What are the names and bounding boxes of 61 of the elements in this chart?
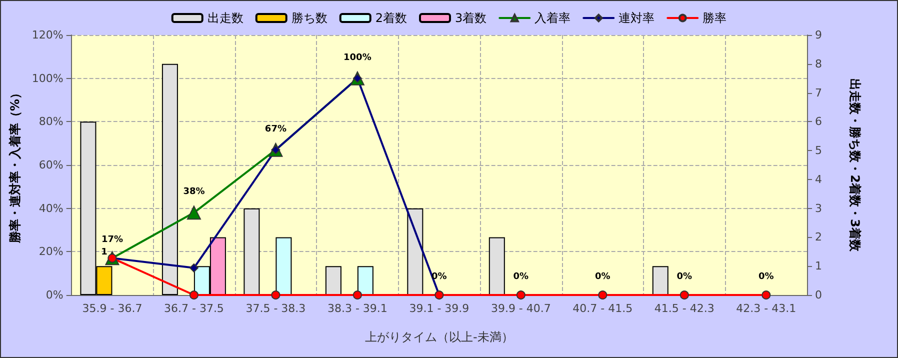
y2-tick-label: 8: [815, 57, 822, 70]
bar: [407, 208, 424, 295]
bar: [652, 266, 668, 295]
y-tick-label: 120%: [32, 28, 64, 42]
y-tick-label: 60%: [38, 158, 64, 172]
data-label: 17%: [101, 235, 123, 246]
data-label: 0%: [595, 272, 610, 282]
y2-tick-label: 9: [815, 28, 822, 42]
x-tick-label: 40.7 - 41.5: [572, 302, 633, 315]
legend-label: 勝率: [702, 11, 727, 25]
legend-label: 勝ち数: [291, 11, 328, 25]
data-label: 67%: [264, 124, 286, 134]
y2-tick-label: 0: [815, 288, 822, 302]
y2-tick-label: 4: [815, 172, 822, 186]
y2-tick-label: 3: [815, 202, 822, 215]
point: [186, 206, 201, 220]
x-tick-label: 39.9 - 40.7: [490, 302, 551, 315]
legend-label: 2着数: [375, 11, 408, 25]
x-tick-label: 41.5 - 42.3: [654, 302, 714, 315]
legend-label: 連対率: [618, 11, 655, 25]
y2-tick-label: 2: [815, 230, 822, 244]
y-tick-label: 20%: [38, 245, 64, 258]
bar: [162, 64, 178, 295]
x-tick-label: 38.3 - 39.1: [327, 302, 388, 315]
data-label: 38%: [183, 187, 205, 198]
y2-tick-label: 5: [815, 144, 822, 158]
y2-axis-title: 出走数・勝ち数・2着数・3着数: [848, 78, 862, 252]
x-tick-label: 37.5 - 38.3: [246, 302, 306, 315]
point: [680, 290, 689, 300]
data-label: 0%: [758, 272, 774, 282]
data-label: 0%: [513, 272, 529, 282]
bar: [276, 237, 292, 295]
bar: [244, 208, 260, 295]
y-axis-title: 勝率・連対率・入着率（%）: [8, 86, 22, 244]
x-tick-label: 36.7 - 37.5: [164, 302, 224, 315]
y2-tick-label: 1: [815, 260, 822, 273]
data-label: 1: [101, 248, 108, 258]
y-tick-label: 100%: [32, 72, 64, 85]
point: [271, 290, 280, 300]
x-tick-label: 39.1 - 39.9: [409, 302, 470, 315]
point: [762, 290, 771, 300]
bar: [488, 237, 505, 295]
x-tick-label: 35.9 - 36.7: [82, 302, 142, 315]
point: [352, 290, 362, 300]
x-tick-label: 42.3 - 43.1: [736, 302, 796, 315]
data-label: 0%: [676, 272, 692, 282]
point: [598, 290, 608, 300]
legend-label: 3着数: [455, 11, 487, 25]
bar: [357, 266, 374, 295]
y-tick-label: 80%: [38, 115, 64, 128]
bar: [325, 266, 342, 295]
point: [189, 263, 198, 272]
y2-tick-label: 7: [815, 86, 822, 100]
y-tick-label: 40%: [38, 202, 64, 215]
x-axis-title: 上がりタイム（以上-未満）: [365, 330, 514, 344]
point: [189, 290, 198, 300]
data-label: 100%: [344, 52, 372, 63]
legend-label: 入着率: [534, 11, 571, 25]
y2-tick-label: 6: [815, 115, 822, 128]
legend-label: 出走数: [207, 11, 244, 25]
y-tick-label: 0%: [46, 288, 64, 302]
